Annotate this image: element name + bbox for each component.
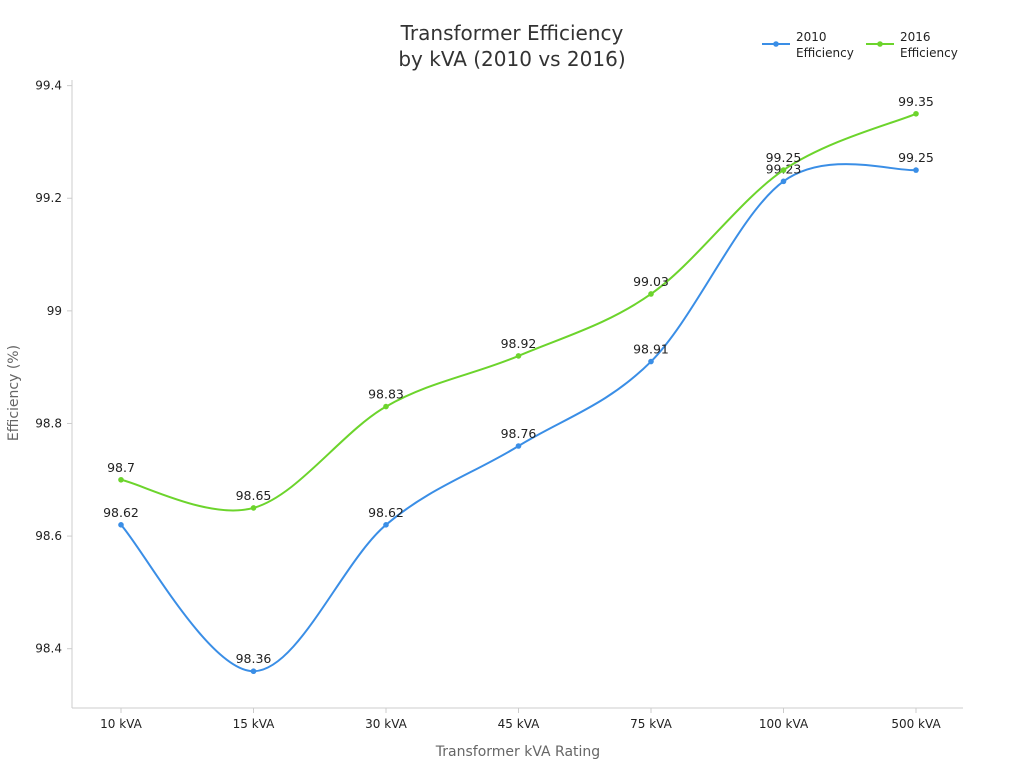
x-tick-label: 10 kVA [100,717,142,731]
data-point [250,505,257,511]
legend-label: Efficiency [900,46,958,60]
data-label: 98.83 [368,387,404,402]
y-tick-label: 99.4 [35,79,62,93]
data-label: 98.62 [368,505,404,520]
series-line [120,163,917,673]
y-tick-label: 98.4 [35,642,62,656]
data-point [913,110,919,117]
data-point [648,291,654,297]
legend-item[interactable]: 2016 Efficiency [866,30,958,60]
x-tick-label: 75 kVA [630,717,672,731]
data-point [515,353,522,359]
chart-title-line2: by kVA (2010 vs 2016) [398,47,625,71]
data-point [515,443,522,449]
legend-item[interactable]: 2010 Efficiency [762,30,854,60]
x-tick-label: 30 kVA [365,717,407,731]
y-tick-label: 99 [47,304,62,318]
x-tick-label: 500 kVA [891,717,941,731]
legend-marker [877,41,883,47]
data-point [780,178,787,185]
data-label: 99.25 [766,150,802,165]
y-tick-label: 99.2 [35,191,62,205]
data-label: 98.7 [107,460,135,475]
data-label: 98.91 [633,342,669,357]
data-label: 99.35 [898,94,934,109]
x-axis-title: Transformer kVA Rating [435,744,600,760]
data-point [118,522,124,528]
data-label: 99.25 [898,150,934,165]
data-label: 98.76 [501,426,537,441]
data-point [383,403,389,410]
chart-title-line1: Transformer Efficiency [400,21,624,45]
data-point [383,522,389,528]
y-axis-title: Efficiency (%) [6,345,22,441]
x-tick-label: 15 kVA [233,717,275,731]
legend-label: 2016 [900,30,931,44]
data-point [913,167,919,173]
legend-marker [773,41,779,47]
y-tick-label: 98.8 [35,416,62,430]
x-tick-label: 100 kVA [759,717,809,731]
data-point [250,668,257,675]
x-tick-label: 45 kVA [498,717,540,731]
series-1: 98.7 98.65 98.83 98.92 99.03 99.25 99.35 [107,94,934,512]
data-label: 98.36 [236,651,272,666]
data-point [648,358,654,365]
data-label: 98.92 [501,336,537,351]
data-label: 99.03 [633,274,669,289]
data-point [118,476,124,483]
data-label: 98.62 [103,505,139,520]
data-label: 98.65 [236,488,272,503]
legend-label: 2010 [796,30,827,44]
y-tick-label: 98.6 [35,529,62,543]
legend-label: Efficiency [796,46,854,60]
data-point [780,167,787,173]
